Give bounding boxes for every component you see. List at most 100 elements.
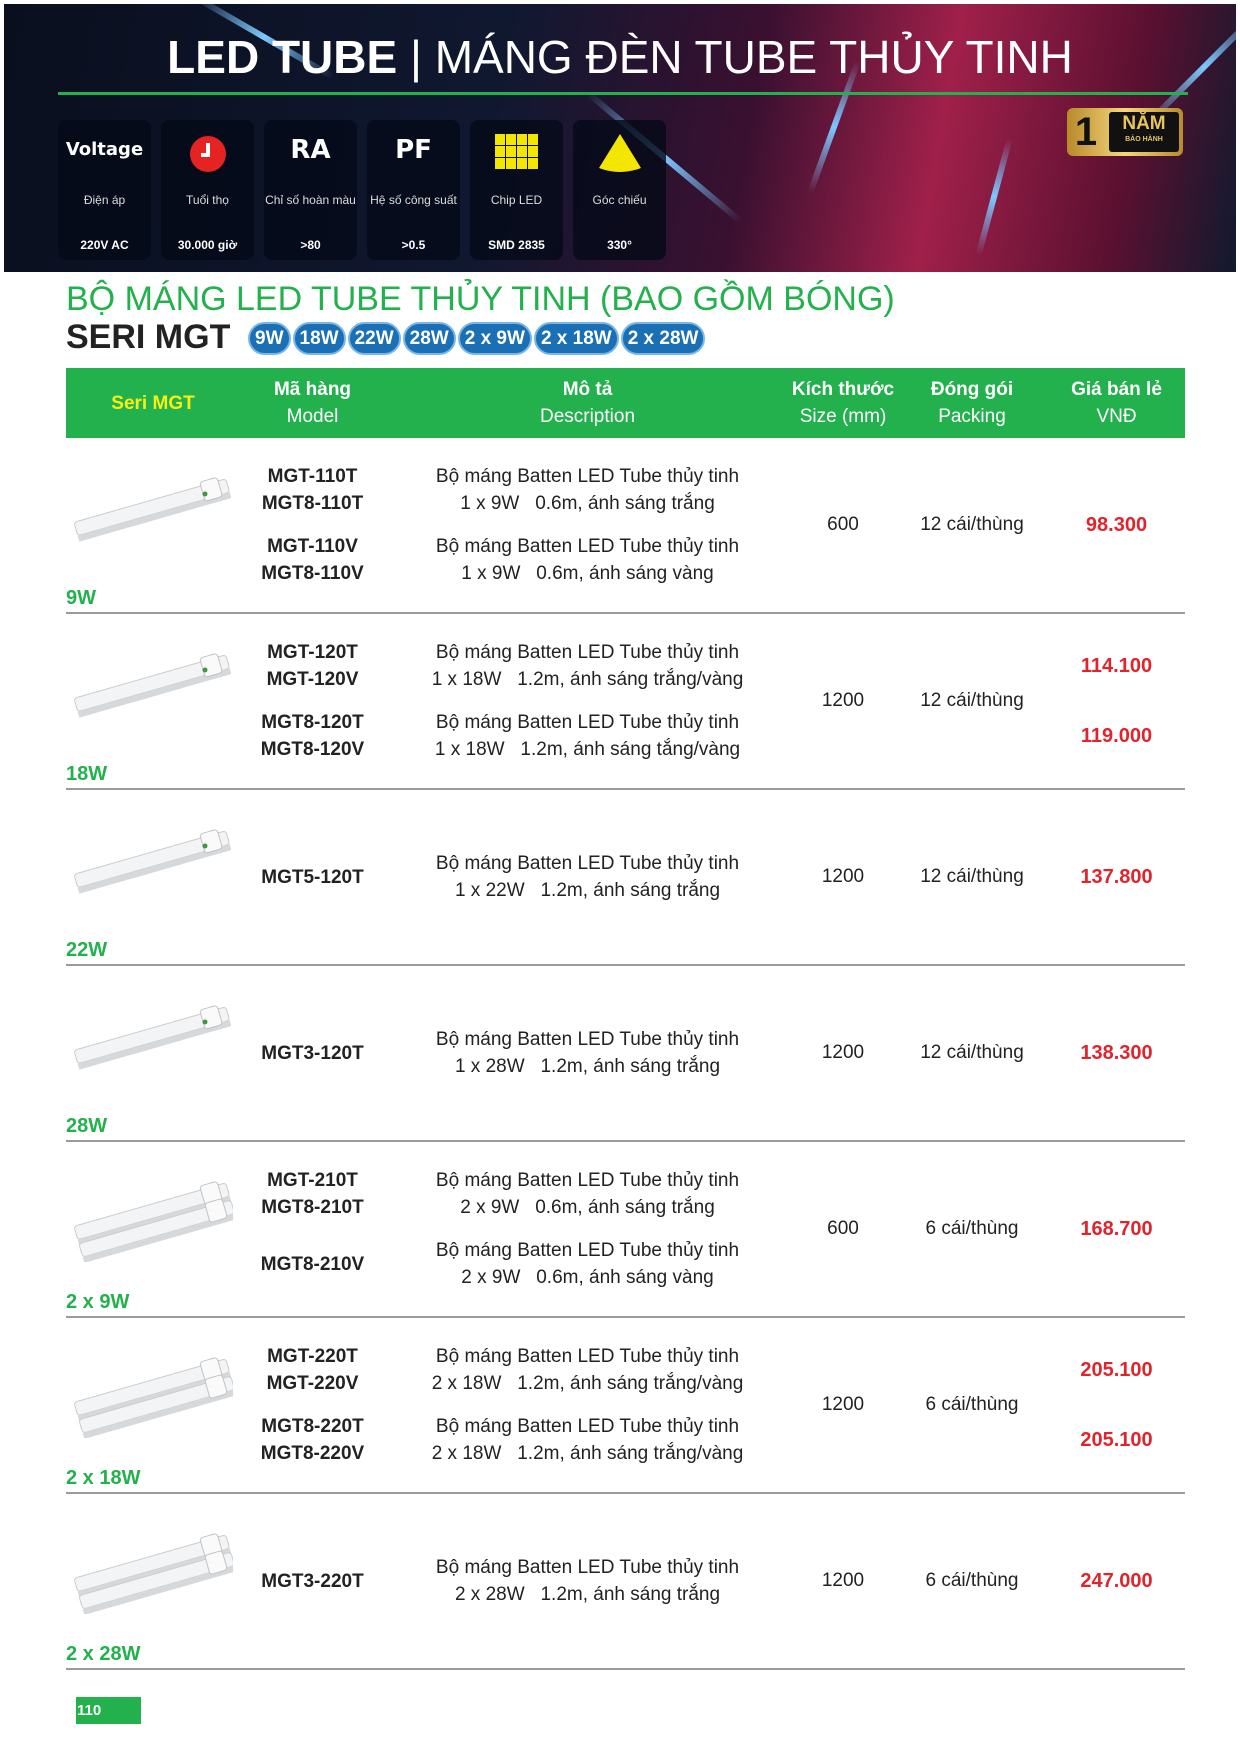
description-line: 1 x 18W 1.2m, ánh sáng tắng/vàng <box>434 739 741 760</box>
packing-cell: 12 cái/thùng <box>920 514 1024 535</box>
packing-cell: 12 cái/thùng <box>920 866 1024 887</box>
retail-price: 114.100 <box>1080 654 1153 677</box>
column-header: Giá bán lẻ VNĐ <box>1048 376 1185 430</box>
column-header-vi: Mô tả <box>562 379 613 400</box>
packing-cell: 6 cái/thùng <box>925 1218 1019 1239</box>
retail-price: 119.000 <box>1080 724 1153 747</box>
description-group: Bộ máng Batten LED Tube thủy tinh 1 x 9W … <box>385 463 790 517</box>
description-line: Bộ máng Batten LED Tube thủy tinh <box>435 1029 740 1050</box>
clock-icon <box>161 120 254 172</box>
ra-icon: RA <box>290 135 331 165</box>
table-row: 9W MGT-110T MGT8-110T MGT-110V MGT8-110V Bộ m… <box>66 438 1185 614</box>
spec-label: Góc chiếu <box>592 193 647 207</box>
table-row: 2 x 18W MGT-220T MGT-220V MGT8-220T MGT8-220… <box>66 1318 1185 1494</box>
spec-label: Điện áp <box>83 193 126 207</box>
description-group: Bộ máng Batten LED Tube thủy tinh 1 x 18W… <box>385 639 790 693</box>
wattage-label: 22W <box>66 939 108 961</box>
wattage-label: 2 x 18W <box>66 1467 141 1489</box>
description-line: Bộ máng Batten LED Tube thủy tinh <box>435 536 740 557</box>
price-cell: 138.300 <box>1048 1026 1185 1080</box>
model-code: MGT8-110V <box>261 563 364 584</box>
price-cell: 98.300 <box>1048 498 1185 552</box>
wattage-label: 9W <box>66 587 96 609</box>
luminaire-image <box>66 1162 240 1263</box>
wattage-badge: 2 x 18W <box>533 322 619 355</box>
column-header: Kích thước Size (mm) <box>790 376 896 430</box>
wattage-badge: 2 x 28W <box>620 322 706 355</box>
description-line: Bộ máng Batten LED Tube thủy tinh <box>435 1416 740 1437</box>
warranty-badge: 1 NĂM BẢO HÀNH <box>1067 108 1183 156</box>
luminaire-image <box>66 458 240 558</box>
description-line: Bộ máng Batten LED Tube thủy tinh <box>435 466 740 487</box>
spec-label: Chip LED <box>490 193 543 207</box>
size-cell: 600 <box>827 514 859 535</box>
description-line: Bộ máng Batten LED Tube thủy tinh <box>435 642 740 663</box>
model-code: MGT5-120T <box>261 866 364 888</box>
model-code: MGT8-210T <box>261 1197 364 1218</box>
spec-value: >80 <box>300 238 321 252</box>
packing-cell: 6 cái/thùng <box>925 1570 1019 1591</box>
light-streak <box>975 138 1013 256</box>
retail-price: 98.300 <box>1085 513 1148 536</box>
description-line: 1 x 9W 0.6m, ánh sáng trắng <box>460 493 715 514</box>
wattage-badge: 22W <box>347 322 401 355</box>
size-cell: 1200 <box>821 1042 865 1063</box>
retail-price: 137.800 <box>1080 865 1153 888</box>
model-code: MGT-220T <box>267 1346 358 1367</box>
series-title: SERI MGT <box>66 318 231 356</box>
spec-value: 30.000 giờ <box>177 238 238 252</box>
description-line: Bộ máng Batten LED Tube thủy tinh <box>435 1240 740 1261</box>
description-line: 1 x 18W 1.2m, ánh sáng trắng/vàng <box>431 669 744 690</box>
title-separator: | <box>409 31 422 83</box>
divider <box>58 92 1188 95</box>
description-group: Bộ máng Batten LED Tube thủy tinh 2 x 9W … <box>385 1237 790 1291</box>
size-cell: 1200 <box>821 1570 865 1591</box>
model-code: MGT8-220T <box>261 1416 364 1437</box>
column-header-vi: Kích thước <box>791 379 895 400</box>
product-table: 9W MGT-110T MGT8-110T MGT-110V MGT8-110V Bộ m… <box>66 438 1185 1670</box>
warranty-years: 1 <box>1074 109 1098 154</box>
model-group: MGT3-220T <box>240 1554 385 1608</box>
luminaire-image <box>66 634 240 734</box>
spec-value: 220V AC <box>80 238 129 252</box>
retail-price: 205.100 <box>1080 1358 1153 1381</box>
model-code: MGT-120T <box>267 642 358 663</box>
description-line: Bộ máng Batten LED Tube thủy tinh <box>435 1346 740 1367</box>
description-group: Bộ máng Batten LED Tube thủy tinh 1 x 9W … <box>385 533 790 587</box>
luminaire-image <box>66 1338 240 1439</box>
model-code: MGT3-220T <box>261 1570 364 1592</box>
spec-value: SMD 2835 <box>488 238 545 252</box>
table-row: 2 x 9W MGT-210T MGT8-210T MGT8-210V Bộ máng … <box>66 1142 1185 1318</box>
banner-title: LED TUBE | MÁNG ĐÈN TUBE THỦY TINH <box>4 30 1236 84</box>
page-title: BỘ MÁNG LED TUBE THỦY TINH (BAO GỒM BÓNG… <box>66 280 895 318</box>
title-light: MÁNG ĐÈN TUBE THỦY TINH <box>434 31 1073 83</box>
model-code: MGT3-120T <box>261 1042 364 1064</box>
model-group: MGT-210T MGT8-210T <box>240 1167 385 1221</box>
wattage-badge: 18W <box>292 322 346 355</box>
model-cell: MGT3-120T <box>240 1026 385 1080</box>
description-cell: Bộ máng Batten LED Tube thủy tinh 2 x 28W… <box>385 1554 790 1608</box>
description-line: 2 x 9W 0.6m, ánh sáng trắng <box>460 1197 715 1218</box>
wattage-badge: 2 x 9W <box>457 322 532 355</box>
model-group: MGT5-120T <box>240 850 385 904</box>
spec-card: Góc chiếu 330° <box>573 120 666 260</box>
model-group: MGT8-220T MGT8-220V <box>240 1413 385 1467</box>
description-line: Bộ máng Batten LED Tube thủy tinh <box>435 712 740 733</box>
column-header-en: VNĐ <box>1096 406 1137 427</box>
wattage-badges: 9W 18W 22W 28W 2 x 9W 2 x 18W 2 x 28W <box>248 322 706 355</box>
column-header-en: Packing <box>938 406 1006 427</box>
spec-card: Chip LED SMD 2835 <box>470 120 563 260</box>
description-line: 2 x 9W 0.6m, ánh sáng vàng <box>461 1267 714 1288</box>
wattage-label: 2 x 9W <box>66 1291 130 1313</box>
column-header-en: Model <box>286 406 339 427</box>
column-header-vi: Giá bán lẻ <box>1071 379 1162 400</box>
spec-cards: Voltage Điện áp 220V AC Tuổi thọ 30.000 giờ R… <box>58 120 666 260</box>
model-group: MGT-120T MGT-120V <box>240 639 385 693</box>
header-banner: LED TUBE | MÁNG ĐÈN TUBE THỦY TINH Volta… <box>4 4 1236 272</box>
voltage-icon: Voltage <box>65 139 144 160</box>
packing-cell: 12 cái/thùng <box>920 690 1024 711</box>
warranty-unit: NĂM <box>1122 113 1166 134</box>
model-group: MGT8-210V <box>240 1237 385 1291</box>
price-cell: 114.100 119.000 <box>1048 639 1185 763</box>
model-group: MGT-110V MGT8-110V <box>240 533 385 587</box>
